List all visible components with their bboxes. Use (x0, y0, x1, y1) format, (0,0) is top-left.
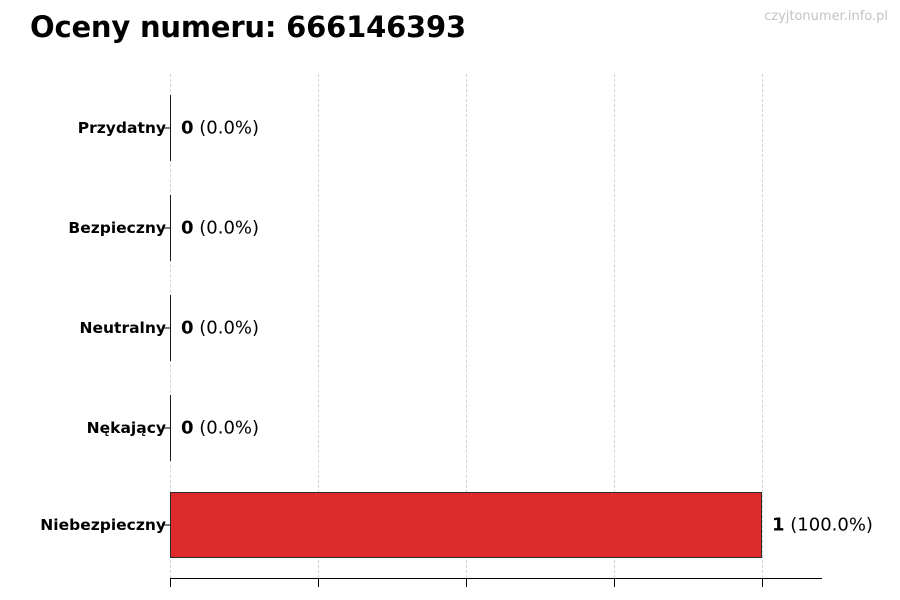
gridline-2 (466, 74, 467, 578)
category-label: Nękający (86, 419, 166, 437)
bar-value-label: 1 (100.0%) (772, 515, 873, 536)
y-axis-tick (163, 327, 170, 329)
category-label: Bezpieczny (68, 219, 166, 237)
bar-value-label: 0 (0.0%) (181, 118, 259, 139)
gridline-4 (762, 74, 763, 578)
category-label: Neutralny (79, 319, 166, 337)
x-axis-tick (614, 578, 615, 587)
x-axis-tick (762, 578, 763, 587)
bar-count: 0 (181, 417, 194, 439)
bar-neutralny[interactable] (170, 295, 171, 361)
page-title: Oceny numeru: 666146393 (30, 10, 466, 44)
bar-nekajacy[interactable] (170, 395, 171, 461)
site-watermark: czyjtonumer.info.pl (764, 9, 888, 24)
bar-count: 1 (772, 514, 785, 536)
x-axis-tick (318, 578, 319, 587)
bar-value-label: 0 (0.0%) (181, 318, 259, 339)
bar-percent: (0.0%) (199, 417, 260, 439)
gridline-1 (318, 74, 319, 578)
gridline-3 (614, 74, 615, 578)
x-axis-line (170, 578, 822, 579)
y-axis-tick (163, 524, 170, 526)
y-axis-tick (163, 427, 170, 429)
y-axis-tick (163, 227, 170, 229)
bar-bezpieczny[interactable] (170, 195, 171, 261)
bar-count: 0 (181, 317, 194, 339)
bar-value-label: 0 (0.0%) (181, 418, 259, 439)
x-axis-tick (170, 578, 171, 587)
bar-przydatny[interactable] (170, 95, 171, 161)
bar-niebezpieczny[interactable] (170, 492, 762, 558)
category-label: Przydatny (77, 119, 166, 137)
bar-percent: (0.0%) (199, 217, 260, 239)
bar-count: 0 (181, 217, 194, 239)
bar-count: 0 (181, 117, 194, 139)
bar-percent: (100.0%) (790, 514, 873, 536)
bar-percent: (0.0%) (199, 117, 260, 139)
x-axis-tick (466, 578, 467, 587)
category-label: Niebezpieczny (40, 516, 166, 534)
y-axis-tick (163, 127, 170, 129)
bar-percent: (0.0%) (199, 317, 260, 339)
bar-value-label: 0 (0.0%) (181, 218, 259, 239)
